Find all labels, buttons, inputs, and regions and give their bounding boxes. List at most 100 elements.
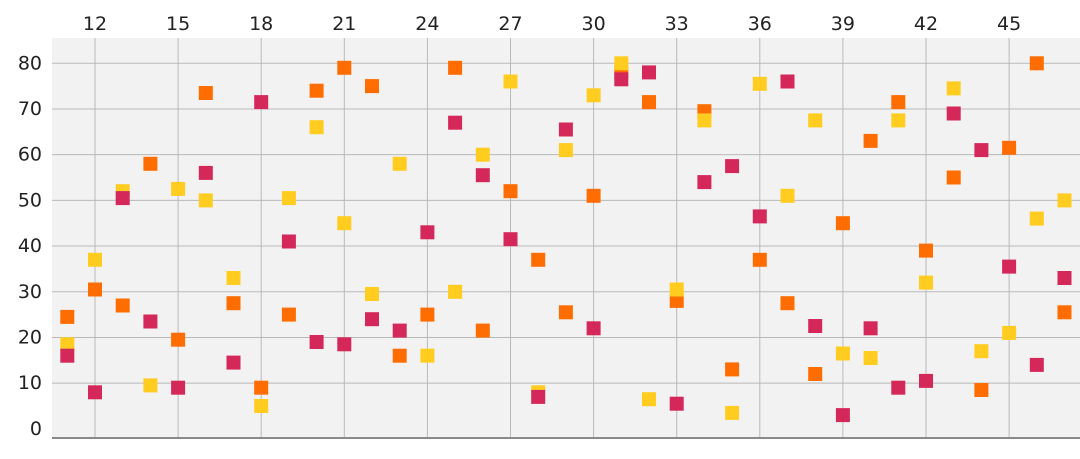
x-tick-label: 18 [249, 13, 273, 35]
data-point [863, 351, 878, 365]
data-point [1029, 56, 1044, 71]
y-tick-label: 70 [18, 98, 42, 120]
data-point [669, 293, 684, 308]
data-point [198, 165, 213, 180]
data-point [531, 252, 546, 267]
data-point [725, 362, 740, 377]
data-point [752, 209, 767, 224]
data-point [974, 344, 989, 359]
data-point [171, 380, 186, 395]
x-tick-label: 24 [415, 13, 439, 35]
data-point [808, 367, 823, 381]
x-tick-label: 36 [748, 13, 772, 35]
data-point [697, 175, 712, 190]
data-point [60, 348, 75, 363]
data-point [642, 65, 656, 80]
data-point [1057, 193, 1072, 208]
y-tick-label: 20 [18, 326, 42, 348]
data-point [1002, 140, 1017, 155]
data-point [281, 234, 296, 249]
data-point [503, 74, 518, 89]
data-point [586, 188, 601, 203]
data-point [309, 83, 324, 98]
data-point [226, 355, 241, 370]
data-point [475, 147, 490, 162]
data-point [448, 60, 463, 75]
x-tick-label: 39 [831, 13, 855, 35]
data-point [891, 380, 906, 395]
data-point [891, 95, 906, 110]
data-point [946, 170, 961, 185]
y-tick-label: 10 [18, 372, 42, 394]
data-point [420, 225, 435, 240]
data-point [254, 380, 269, 395]
data-point [531, 389, 546, 404]
data-point [642, 392, 656, 407]
y-tick-label: 60 [18, 144, 42, 166]
data-point [835, 408, 850, 423]
data-point [365, 287, 379, 301]
data-point [420, 307, 435, 322]
data-point [60, 309, 75, 324]
data-point [226, 296, 241, 311]
data-point [614, 56, 629, 71]
x-tick-label: 33 [665, 13, 689, 35]
data-point [88, 252, 102, 267]
data-point [226, 271, 241, 285]
data-point [115, 191, 130, 206]
data-point [171, 181, 186, 196]
data-markers [60, 56, 1072, 423]
x-tick-label: 12 [83, 13, 107, 35]
tick-labels: 12 15 18 21 24 27 30 33 36 39 42 45 0 10 20 30 40 50 60 70 8… [18, 13, 1021, 440]
data-point [503, 184, 518, 199]
data-point [115, 298, 130, 313]
y-tick-label: 40 [18, 235, 42, 257]
data-point [974, 143, 989, 158]
data-point [420, 348, 435, 363]
data-point [254, 95, 269, 110]
data-point [143, 378, 158, 393]
data-point [725, 405, 740, 420]
data-point [808, 319, 823, 333]
data-point [475, 168, 490, 183]
data-point [60, 337, 75, 352]
x-tick-label: 27 [498, 13, 522, 35]
data-point [808, 113, 823, 128]
data-point [558, 122, 573, 137]
data-point [946, 106, 961, 121]
data-point [281, 307, 296, 322]
data-point [642, 95, 656, 110]
data-point [392, 348, 407, 363]
data-point [558, 143, 573, 158]
data-point [337, 216, 352, 231]
data-point [392, 323, 407, 338]
data-point [171, 332, 186, 347]
data-point [919, 275, 933, 290]
x-tick-label: 30 [582, 13, 606, 35]
data-point [1002, 325, 1017, 340]
y-tick-label: 80 [18, 52, 42, 74]
data-point [974, 383, 989, 397]
data-point [586, 88, 601, 103]
data-point [143, 314, 158, 329]
data-point [863, 321, 878, 336]
x-tick-label: 21 [332, 13, 356, 35]
data-point [392, 156, 407, 171]
data-point [752, 252, 767, 267]
x-tick-label: 15 [166, 13, 190, 35]
data-point [309, 335, 324, 349]
data-point [835, 346, 850, 361]
data-point [254, 399, 269, 413]
data-point [725, 159, 740, 174]
data-point [919, 373, 933, 388]
data-point [475, 323, 490, 338]
data-point [337, 60, 352, 75]
data-point [669, 396, 684, 411]
data-point [281, 191, 296, 206]
data-point [919, 243, 933, 258]
data-point [88, 282, 102, 297]
data-point [614, 72, 629, 87]
data-point [337, 337, 352, 352]
data-point [309, 120, 324, 135]
